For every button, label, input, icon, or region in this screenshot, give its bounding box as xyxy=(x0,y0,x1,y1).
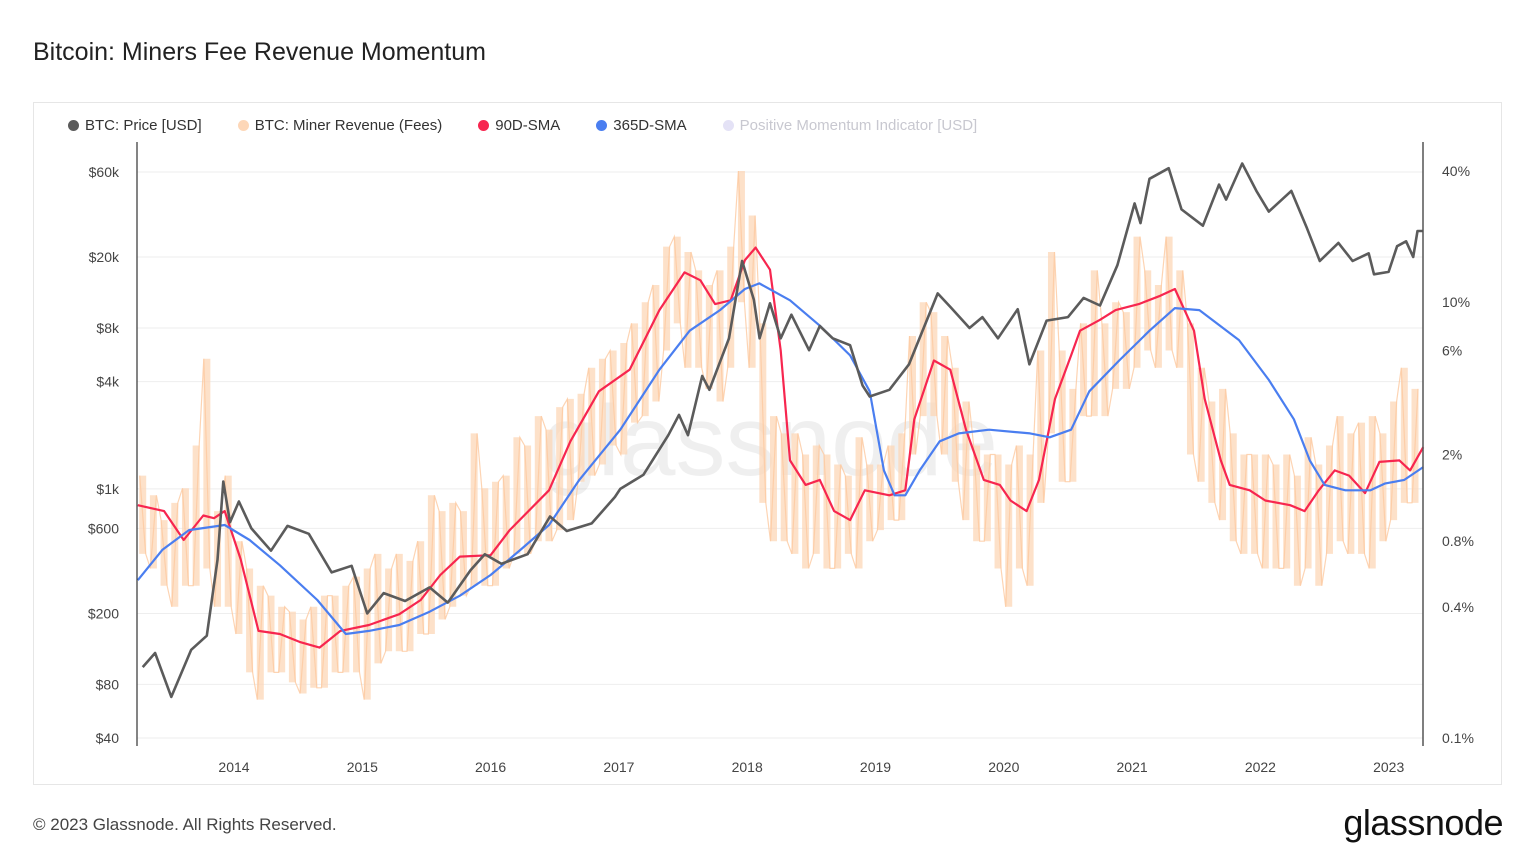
y-right-tick-label: 0.8% xyxy=(1442,533,1474,549)
x-tick-label: 2019 xyxy=(860,759,891,775)
x-tick-label: 2014 xyxy=(218,759,249,775)
y-left-tick-label: $200 xyxy=(88,605,119,621)
legend-label: 365D-SMA xyxy=(613,117,687,134)
y-left-tick-label: $8k xyxy=(96,320,120,336)
gridlines xyxy=(137,171,1423,739)
legend-dot-icon xyxy=(68,120,79,131)
legend-label: BTC: Price [USD] xyxy=(85,117,202,134)
y-left-tick-label: $4k xyxy=(96,374,120,390)
y-left-tick-label: $20k xyxy=(89,249,120,265)
x-tick-label: 2015 xyxy=(347,759,378,775)
y-left-tick-label: $60k xyxy=(89,164,120,180)
series-line-90d-sma xyxy=(137,246,1425,649)
legend: BTC: Price [USD] BTC: Miner Revenue (Fee… xyxy=(68,117,1013,134)
axis-ticks: $60k $20k $8k $4k $1k $600 $200 $80 $40 40% 10% 6% 2… xyxy=(88,163,1474,775)
chart-title: Bitcoin: Miners Fee Revenue Momentum xyxy=(33,38,486,66)
legend-dot-icon xyxy=(722,120,734,131)
legend-item-positive-momentum[interactable]: Positive Momentum Indicator [USD] xyxy=(722,117,978,134)
y-right-tick-label: 10% xyxy=(1442,294,1470,310)
legend-label: 90D-SMA xyxy=(495,117,561,134)
y-left-tick-label: $1k xyxy=(96,481,120,497)
fee-line xyxy=(139,170,1419,700)
legend-item-fees[interactable]: BTC: Miner Revenue (Fees) xyxy=(237,117,443,134)
x-tick-label: 2017 xyxy=(603,759,634,775)
legend-label: Positive Momentum Indicator [USD] xyxy=(739,117,978,134)
y-right-tick-label: 0.4% xyxy=(1442,599,1474,615)
legend-item-365d-sma[interactable]: 365D-SMA xyxy=(596,117,687,134)
line-series xyxy=(136,162,1425,699)
y-right-tick-label: 0.1% xyxy=(1442,730,1474,746)
legend-dot-icon xyxy=(596,120,608,131)
legend-item-90d-sma[interactable]: 90D-SMA xyxy=(478,117,560,134)
x-tick-label: 2021 xyxy=(1117,759,1148,775)
x-tick-label: 2022 xyxy=(1245,759,1276,775)
y-right-tick-label: 40% xyxy=(1442,163,1470,179)
copyright: © 2023 Glassnode. All Rights Reserved. xyxy=(33,815,337,834)
y-right-tick-label: 2% xyxy=(1442,447,1462,463)
legend-dot-icon xyxy=(478,120,490,131)
y-left-tick-label: $40 xyxy=(96,730,120,746)
series-line-btc-price-usd- xyxy=(141,162,1424,699)
legend-label: BTC: Miner Revenue (Fees) xyxy=(254,117,443,134)
y-right-tick-label: 6% xyxy=(1442,343,1462,359)
x-tick-label: 2018 xyxy=(732,759,763,775)
chart-frame xyxy=(33,102,1502,785)
y-left-tick-label: $80 xyxy=(96,676,120,692)
x-tick-label: 2020 xyxy=(988,759,1019,775)
series-line-365d-sma xyxy=(136,282,1424,636)
x-tick-label: 2023 xyxy=(1373,759,1404,775)
glassnode-logo[interactable]: glassnode xyxy=(1343,802,1503,843)
y-left-tick-label: $600 xyxy=(88,520,119,536)
legend-item-price[interactable]: BTC: Price [USD] xyxy=(68,117,202,134)
legend-dot-icon xyxy=(237,120,249,131)
x-tick-label: 2016 xyxy=(475,759,506,775)
